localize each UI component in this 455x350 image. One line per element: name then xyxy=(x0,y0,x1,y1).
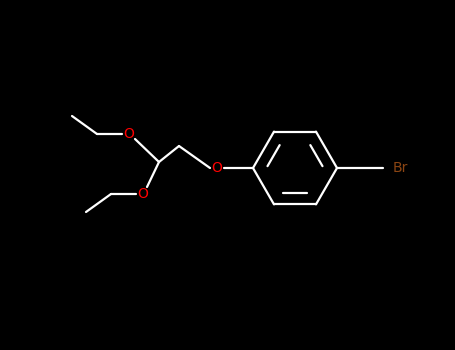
Text: O: O xyxy=(212,161,222,175)
Text: Br: Br xyxy=(393,161,409,175)
Text: O: O xyxy=(124,127,134,141)
Text: O: O xyxy=(137,187,148,201)
